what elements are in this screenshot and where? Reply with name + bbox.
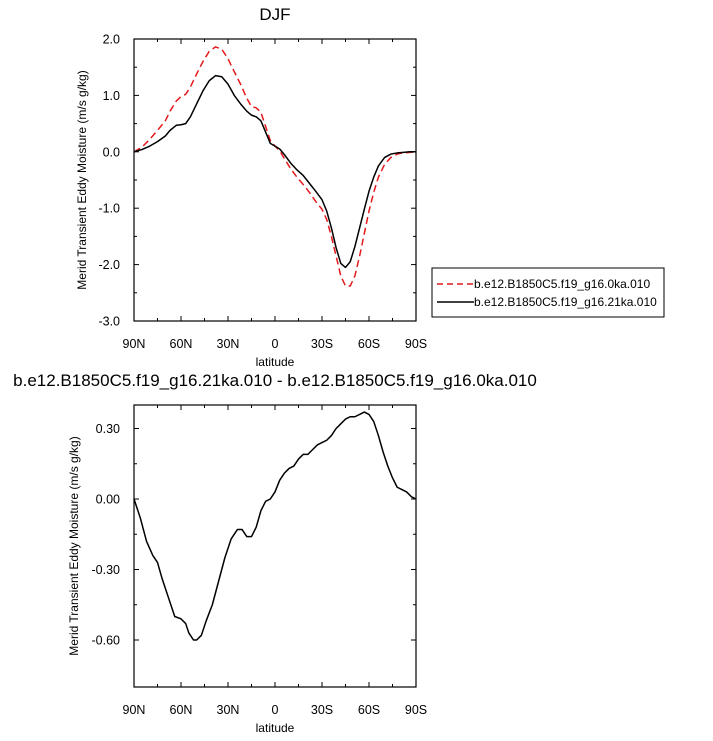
legend-box: [431, 267, 665, 318]
top-x-tick-label: 60S: [358, 337, 380, 351]
bottom-y-tick-label: 0.00: [96, 493, 120, 507]
bottom-y-tick-label: -0.60: [92, 634, 121, 648]
bottom-x-tick-label: 60S: [358, 703, 380, 717]
bottom-panel: b.e12.B1850C5.f19_g16.21ka.010 - b.e12.B…: [13, 371, 537, 735]
bottom-x-axis-label: latitude: [256, 721, 295, 735]
top-x-tick-label: 30S: [311, 337, 333, 351]
bottom-x-tick-label: 30S: [311, 703, 333, 717]
top-chart-title: DJF: [259, 5, 290, 24]
top-series-line-1: [133, 74, 416, 269]
top-panel: DJF 90N 60N 30N 0 30S 60S 90S 2.0 1.0 0.0 -1.0 -2.…: [75, 5, 427, 369]
bottom-x-tick-label: 60N: [170, 703, 193, 717]
top-y-tick-label: -3.0: [98, 315, 120, 329]
legend: b.e12.B1850C5.f19_g16.0ka.010 b.e12.B185…: [431, 267, 665, 318]
bottom-y-tick-label: 0.30: [96, 422, 120, 436]
top-x-tick-label: 90S: [405, 337, 427, 351]
bottom-plot-frame: [133, 404, 417, 688]
top-y-tick-label: 0.0: [103, 145, 120, 159]
bottom-y-axis-label: Merid Transient Eddy Moisture (m/s g/kg): [67, 436, 81, 655]
bottom-x-tick-label: 90N: [123, 703, 146, 717]
top-y-tick-label: -1.0: [98, 202, 120, 216]
legend-label-21ka: b.e12.B1850C5.f19_g16.21ka.010: [474, 295, 657, 309]
bottom-y-tick-label: -0.30: [92, 563, 121, 577]
bottom-x-tick-label: 30N: [217, 703, 240, 717]
top-y-tick-label: -2.0: [98, 258, 120, 272]
top-y-tick-label: 2.0: [103, 33, 120, 47]
legend-label-0ka: b.e12.B1850C5.f19_g16.0ka.010: [474, 277, 650, 291]
top-x-tick-label: 30N: [217, 337, 240, 351]
bottom-series-group: [133, 411, 417, 641]
top-series-group: [133, 46, 417, 287]
top-x-axis-label: latitude: [256, 355, 295, 369]
top-series-line-0: [133, 46, 417, 287]
top-y-tick-label: 1.0: [103, 89, 120, 103]
bottom-x-tick-label: 90S: [405, 703, 427, 717]
bottom-x-ticks: 90N 60N 30N 0 30S 60S 90S: [123, 405, 427, 717]
bottom-series-line-0: [133, 411, 417, 641]
top-y-ticks: 2.0 1.0 0.0 -1.0 -2.0 -3.0: [98, 33, 416, 329]
top-x-tick-label: 90N: [123, 337, 146, 351]
bottom-y-ticks: 0.30 0.00 -0.30 -0.60: [92, 422, 416, 648]
top-plot-frame: [133, 38, 417, 322]
bottom-chart-title: b.e12.B1850C5.f19_g16.21ka.010 - b.e12.B…: [13, 371, 537, 390]
top-x-tick-label: 0: [272, 337, 279, 351]
bottom-x-tick-label: 0: [272, 703, 279, 717]
top-y-axis-label: Merid Transient Eddy Moisture (m/s g/kg): [75, 70, 89, 289]
top-x-ticks: 90N 60N 30N 0 30S 60S 90S: [123, 39, 427, 351]
top-x-tick-label: 60N: [170, 337, 193, 351]
